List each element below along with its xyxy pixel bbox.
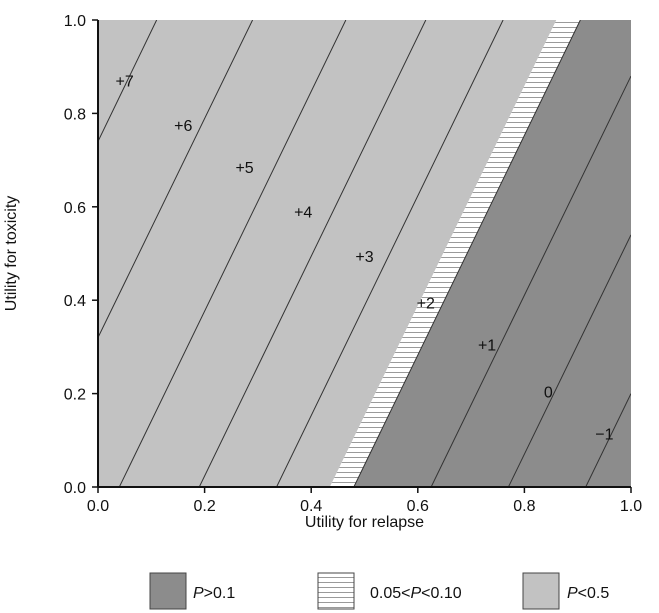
legend-swatch: [522, 572, 560, 610]
axes: [97, 20, 631, 488]
contour-label: −1: [595, 426, 613, 443]
x-tick-label: 1.0: [620, 498, 642, 515]
y-tick-label: 0.2: [64, 387, 86, 404]
x-tick-label: 0.6: [407, 498, 429, 515]
legend-swatch: [317, 572, 355, 610]
y-tick-label: 0.6: [64, 200, 86, 217]
y-tick-label: 1.0: [64, 13, 86, 30]
region-layer: [98, 20, 631, 487]
contour-line: [353, 20, 581, 487]
contour-line: [276, 20, 504, 487]
x-axis-title: Utility for relapse: [305, 514, 424, 531]
region-0.05<P<0.10: [329, 20, 581, 487]
contour-label: +1: [478, 338, 496, 355]
contour-label: +2: [417, 296, 435, 313]
x-tick-label: 0.2: [193, 498, 215, 515]
contour-line: [585, 393, 631, 487]
contour-label: 0: [544, 384, 553, 401]
contour-label: +5: [235, 160, 253, 177]
contour-layer: [98, 20, 631, 487]
contour-label: +6: [174, 118, 192, 135]
x-tick-label: 0.4: [300, 498, 322, 515]
x-tick-label: 0.8: [513, 498, 535, 515]
x-tick-label: 0.0: [87, 498, 109, 515]
legend-label: 0.05<P<0.10: [370, 585, 462, 602]
contour-label: +4: [294, 204, 312, 221]
region-P>0.1: [353, 20, 631, 487]
contour-label-layer: +7 +6 +5 +4 +3 +2 +1 0 −1: [116, 74, 614, 444]
contour-line: [507, 234, 631, 487]
y-tick-label: 0.8: [64, 106, 86, 123]
legend-swatch: [149, 572, 187, 610]
contour-line: [118, 20, 347, 487]
contour-line: [430, 75, 631, 487]
contour-label: +7: [116, 74, 134, 91]
contour-line: [98, 20, 158, 142]
legend-label: P<0.5: [567, 585, 609, 602]
tick-layer: 0.0 0.2 0.4 0.6 0.8 1.0 0.0 0.2 0.4 0.6 0.8 1.0: [64, 13, 642, 515]
y-tick-label: 0.0: [64, 480, 86, 497]
contour-label: +3: [355, 249, 373, 266]
contour-line: [98, 20, 254, 338]
legend: P>0.1 0.05<P<0.10 P<0.5: [149, 572, 609, 610]
region-P<0.5: [98, 20, 557, 487]
contour-line: [198, 20, 427, 487]
y-tick-label: 0.4: [64, 293, 86, 310]
y-axis-title: Utility for toxicity: [3, 196, 20, 312]
legend-label: P>0.1: [193, 585, 235, 602]
